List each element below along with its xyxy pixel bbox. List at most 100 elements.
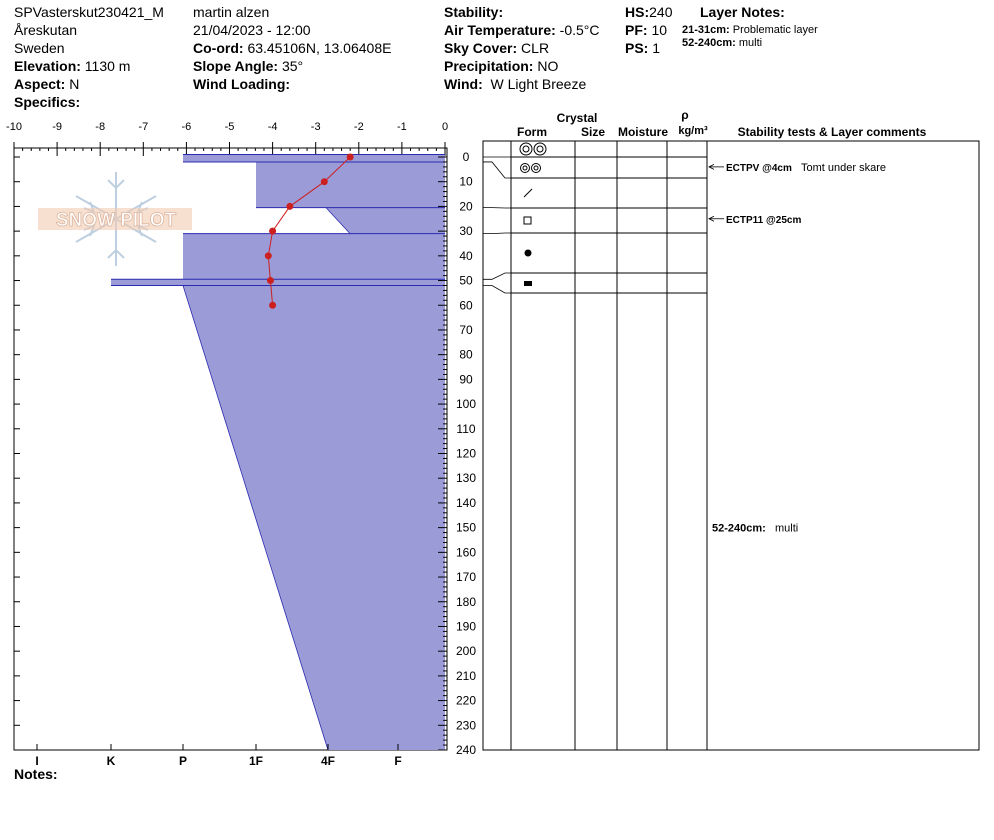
depth-label: 120 bbox=[456, 447, 476, 461]
temperature-point bbox=[286, 202, 294, 210]
form-header: Form bbox=[517, 125, 547, 139]
temp-tick-label: -9 bbox=[52, 121, 62, 133]
depth-label: 230 bbox=[456, 718, 476, 732]
stability-test-arrowhead bbox=[708, 215, 715, 222]
crystal-header: Crystal bbox=[557, 111, 598, 125]
hardness-label: F bbox=[394, 754, 401, 768]
depth-label: 240 bbox=[456, 743, 476, 757]
depth-label: 210 bbox=[456, 669, 476, 683]
country: Sweden bbox=[14, 40, 65, 56]
profile-edge bbox=[325, 207, 351, 234]
layer-comment-text: multi bbox=[775, 523, 798, 535]
melt-forms-icon bbox=[522, 165, 528, 171]
table-frame bbox=[482, 140, 980, 751]
precip-value: NO bbox=[537, 58, 559, 74]
depth-label: 90 bbox=[459, 372, 473, 386]
temp-tick-label: -2 bbox=[354, 121, 364, 133]
temperature-point bbox=[264, 252, 272, 260]
temperature-point bbox=[269, 227, 277, 235]
hardness-label: P bbox=[179, 754, 187, 768]
profile-edge bbox=[182, 285, 329, 751]
depth-label: 110 bbox=[456, 422, 475, 436]
layer-connector bbox=[483, 232, 511, 234]
melt-freeze-icon bbox=[533, 142, 547, 156]
layer-connector bbox=[483, 161, 511, 179]
hardness-label: K bbox=[107, 754, 116, 768]
ps-label: PS: bbox=[625, 40, 649, 56]
faceted-rounded-icon bbox=[523, 188, 533, 198]
wind-loading-label: Wind Loading: bbox=[193, 76, 291, 92]
hs-value: 240 bbox=[649, 4, 673, 20]
logo-band bbox=[38, 208, 192, 230]
sky-label: Sky Cover: bbox=[444, 40, 518, 56]
depth-label: 170 bbox=[456, 570, 476, 584]
depth-label: 140 bbox=[456, 496, 476, 510]
size-header: Size bbox=[581, 125, 605, 139]
pf-label: PF: bbox=[625, 22, 648, 38]
elevation-row: Elevation: 1130 m bbox=[14, 57, 130, 75]
layer-note-2-text: multi bbox=[738, 37, 763, 49]
hardness-label: 4F bbox=[321, 754, 335, 768]
slope-label: Slope Angle: bbox=[193, 58, 279, 74]
melt-forms-icon bbox=[531, 163, 541, 173]
depth-label: 40 bbox=[459, 249, 473, 263]
snowflake-icon bbox=[75, 172, 157, 266]
melt-freeze-icon bbox=[522, 145, 530, 153]
temp-tick-label: 0 bbox=[442, 121, 448, 133]
temp-tick-label: -7 bbox=[138, 121, 148, 133]
layer-note-2: 52-240cm: multi bbox=[682, 37, 762, 50]
elevation-value: 1130 m bbox=[84, 58, 131, 74]
depth-label: 130 bbox=[456, 471, 476, 485]
temp-tick-label: -10 bbox=[6, 121, 22, 133]
slope-value: 35° bbox=[281, 58, 304, 74]
depth-label: 30 bbox=[459, 224, 473, 238]
layer-note-1: 21-31cm: Problematic layer bbox=[682, 24, 818, 37]
coord-label: Co-ord: bbox=[193, 40, 244, 56]
layer-note-2-range: 52-240cm: bbox=[682, 37, 736, 49]
notes-label: Notes: bbox=[14, 766, 58, 782]
wind-row: Wind: W Light Breeze bbox=[444, 75, 586, 93]
temperature-point bbox=[269, 301, 277, 309]
coord-row: Co-ord: 63.45106N, 13.06408E bbox=[193, 39, 391, 57]
layer-note-1-range: 21-31cm: bbox=[682, 24, 730, 36]
layer-notes-title: Layer Notes: bbox=[700, 4, 785, 20]
coord-value: 63.45106N, 13.06408E bbox=[247, 40, 392, 56]
depth-label: 0 bbox=[463, 150, 470, 164]
aspect-label: Aspect: bbox=[14, 76, 66, 92]
melt-freeze-icon bbox=[536, 145, 544, 153]
sky-value: CLR bbox=[521, 40, 550, 56]
elevation-label: Elevation: bbox=[14, 58, 81, 74]
observer: martin alzen bbox=[193, 4, 270, 20]
stability-test-label: ECTP11 @25cm bbox=[726, 215, 801, 226]
depth-label: 20 bbox=[459, 199, 473, 213]
ps-value: 1 bbox=[652, 40, 661, 56]
layer-comment-range: 52-240cm: bbox=[712, 523, 766, 535]
ps-row: PS: 1 bbox=[625, 39, 660, 57]
temp-tick-label: -6 bbox=[182, 121, 192, 133]
hardness-temperature-plot: -10 -9 -8 -7 -6 -5 -4 -3 -2 -1 0010203040506070809… bbox=[6, 121, 476, 768]
stability-label: Stability: bbox=[444, 4, 504, 20]
hardness-label: I bbox=[35, 754, 38, 768]
depth-label: 160 bbox=[456, 545, 476, 559]
depth-label: 60 bbox=[459, 298, 473, 312]
snow-pilot-logo: SNOW PILOT bbox=[38, 172, 192, 266]
depth-label: 50 bbox=[459, 274, 473, 288]
temperature-point bbox=[266, 277, 274, 285]
wind-label: Wind: bbox=[444, 76, 483, 92]
depth-label: 220 bbox=[456, 694, 476, 708]
slope-row: Slope Angle: 35° bbox=[193, 57, 303, 75]
temp-tick-label: -3 bbox=[311, 121, 321, 133]
depth-label: 190 bbox=[456, 619, 476, 633]
layer-note-1-text: Problematic layer bbox=[732, 24, 818, 36]
moisture-header: Moisture bbox=[618, 125, 668, 139]
pit-name: SPVasterskut230421_M bbox=[14, 4, 164, 20]
depth-label: 100 bbox=[456, 397, 476, 411]
density-unit-header: kg/m³ bbox=[678, 125, 708, 137]
precip-row: Precipitation: NO bbox=[444, 57, 558, 75]
rho-header: ρ bbox=[681, 108, 688, 122]
temp-tick-label: -5 bbox=[225, 121, 235, 133]
precip-label: Precipitation: bbox=[444, 58, 534, 74]
depth-label: 200 bbox=[456, 644, 476, 658]
stability-tests-header: Stability tests & Layer comments bbox=[738, 125, 927, 139]
